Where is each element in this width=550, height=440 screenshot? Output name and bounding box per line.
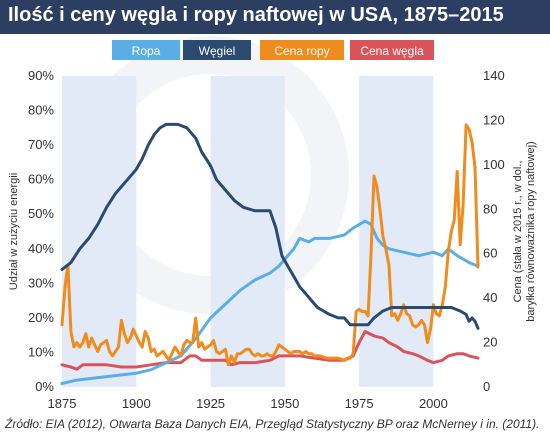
- right-axis-title-line2: baryłka równoważnika ropy naftowej): [525, 141, 537, 321]
- shaded-bands: [62, 76, 434, 387]
- x-tick-label: 1950: [270, 396, 299, 411]
- left-tick-label: 40%: [28, 241, 54, 256]
- left-tick-label: 80%: [28, 103, 54, 118]
- source-note: Źródło: EIA (2012), Otwarta Baza Danych …: [5, 417, 540, 431]
- series-lines: [60, 122, 480, 385]
- left-axis-title: Udział w zużyciu energii: [8, 173, 20, 290]
- legend-swatch-1: [112, 40, 180, 60]
- legend-swatch-2: [183, 40, 251, 60]
- x-tick-label: 1925: [196, 396, 225, 411]
- x-tick-label: 2000: [419, 396, 448, 411]
- title-bar: Ilość i ceny węgla i ropy naftowej w USA…: [0, 0, 550, 34]
- right-tick-label: 60: [483, 246, 497, 261]
- legend-swatch-4: [350, 40, 434, 60]
- x-tick-label: 1975: [345, 396, 374, 411]
- axes: 0% 10% 20% 30% 40% 50% 60% 70% 80% 90% 0 20 40 60 80 10…: [8, 68, 537, 411]
- right-tick-label: 140: [483, 68, 505, 83]
- right-tick-label: 0: [483, 379, 490, 394]
- shaded-band-3: [359, 76, 434, 387]
- left-tick-label: 50%: [28, 206, 54, 221]
- legend: Ropa Węgiel Cena ropy Cena węgla: [112, 40, 434, 60]
- series-line-4: [60, 330, 480, 371]
- x-tick-label: 1875: [48, 396, 77, 411]
- right-tick-label: 100: [483, 157, 505, 172]
- legend-label-4: Cena węgla: [360, 44, 424, 58]
- left-tick-label: 30%: [28, 275, 54, 290]
- right-tick-label: 20: [483, 335, 497, 350]
- series-line-2: [60, 122, 480, 330]
- left-tick-label: 90%: [28, 68, 54, 83]
- right-tick-label: 40: [483, 290, 497, 305]
- series-line-3: [60, 123, 480, 367]
- right-tick-label: 80: [483, 201, 497, 216]
- legend-label-2: Węgiel: [199, 44, 236, 58]
- left-tick-label: 70%: [28, 137, 54, 152]
- shaded-band-2: [210, 76, 285, 387]
- left-tick-label: 0%: [35, 379, 54, 394]
- left-tick-label: 10%: [28, 344, 54, 359]
- right-axis-title-line1: Cena (stała w 2015 r., w dol.,: [512, 161, 524, 303]
- legend-label-1: Ropa: [132, 44, 161, 58]
- right-tick-label: 120: [483, 112, 505, 127]
- left-tick-label: 20%: [28, 310, 54, 325]
- left-tick-label: 60%: [28, 172, 54, 187]
- x-tick-label: 1900: [122, 396, 151, 411]
- legend-swatch-3: [260, 40, 344, 60]
- legend-label-3: Cena ropy: [274, 44, 329, 58]
- chart-title: Ilość i ceny węgla i ropy naftowej w USA…: [8, 4, 504, 26]
